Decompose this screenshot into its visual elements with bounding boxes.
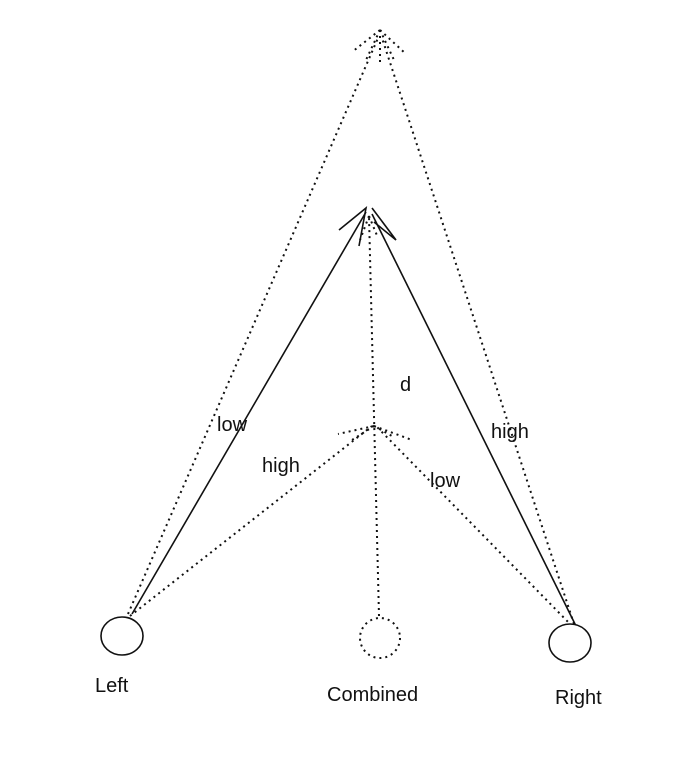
far-fan-2 <box>365 29 381 61</box>
far-convergence <box>127 29 575 625</box>
far-fan-4 <box>379 29 395 61</box>
near-convergence <box>129 425 573 627</box>
solid-arrows <box>131 206 577 627</box>
left-high-label: high <box>262 455 300 477</box>
right-node <box>548 623 592 663</box>
left-node-label: Left <box>95 675 129 697</box>
distance-line <box>359 215 380 617</box>
left-low-label: low <box>217 414 248 436</box>
near-fan-1 <box>337 425 375 435</box>
combined-vertical <box>368 215 380 617</box>
arrowhead-right <box>371 207 397 241</box>
combined-node <box>359 617 401 659</box>
distance-label: d <box>400 374 411 396</box>
right-high-label: high <box>491 421 529 443</box>
right-low-label: low <box>430 470 461 492</box>
target-fan-1 <box>359 215 370 241</box>
near-ray-left <box>129 425 373 617</box>
arrow-left-to-target <box>131 211 367 615</box>
near-fan-2 <box>351 425 375 441</box>
left-node <box>100 616 144 656</box>
near-fan-4 <box>373 425 413 441</box>
arrow-right-to-target <box>371 213 577 627</box>
far-ray-right <box>381 37 575 625</box>
target-fan-2 <box>368 215 379 239</box>
arrowhead-left <box>338 206 368 247</box>
right-node-label: Right <box>555 687 602 709</box>
combined-node-label: Combined <box>327 684 418 706</box>
far-ray-left <box>127 37 379 615</box>
near-fan-3 <box>373 425 393 437</box>
